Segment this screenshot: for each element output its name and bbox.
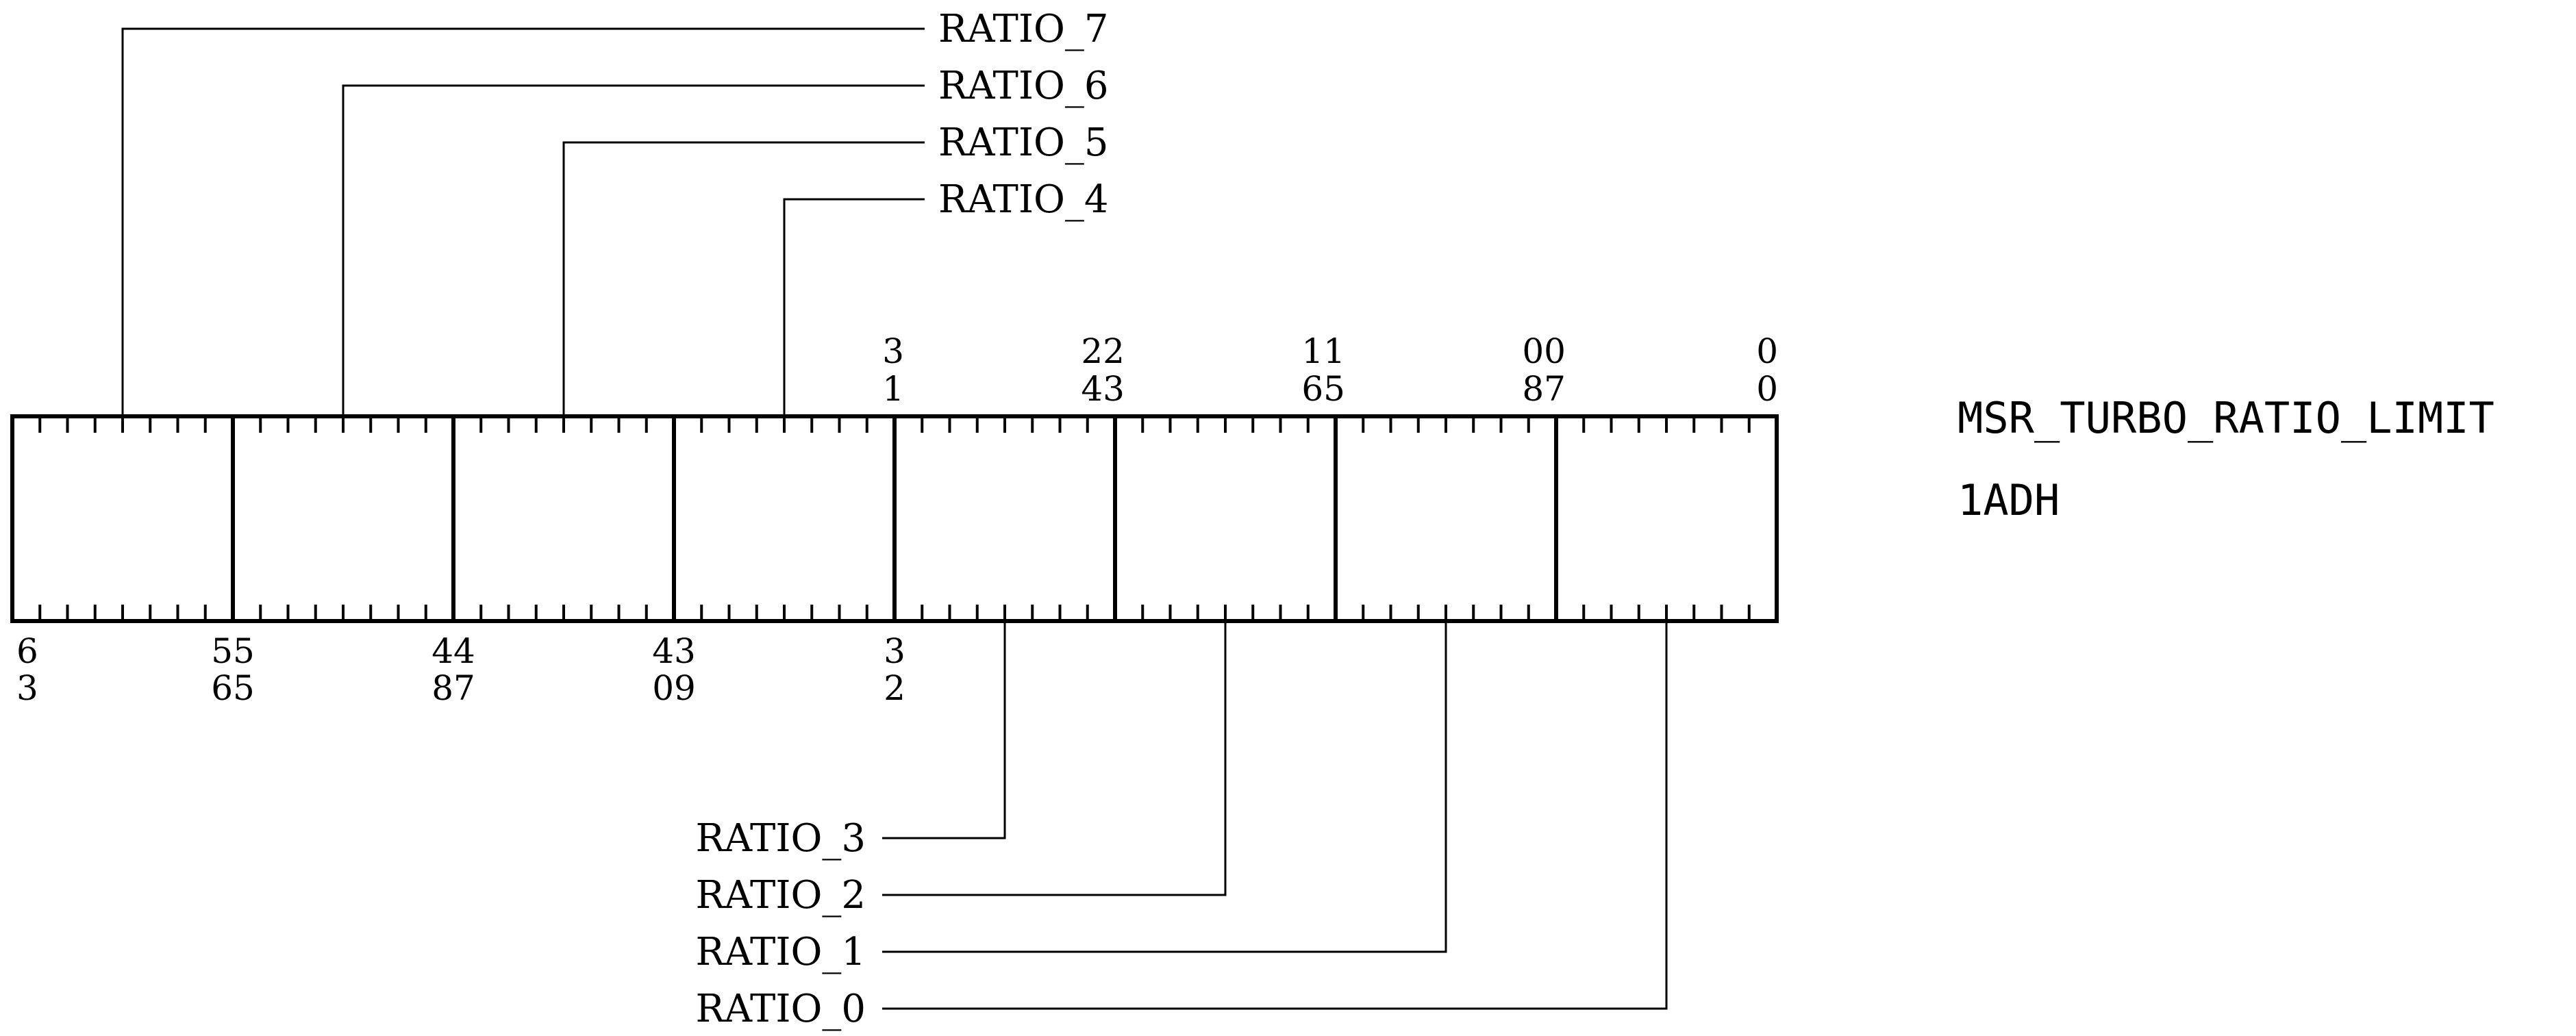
bottom-bit-number: 43 [652,631,696,671]
field-label-ratio-0: RATIO_0 [695,987,866,1031]
bottom-bit-number: 44 [432,631,475,671]
top-bit-number: 43 [1081,369,1125,409]
bottom-bit-number: 3 [884,631,905,671]
leader-ratio-5 [562,141,925,416]
bottom-bit-number: 55 [211,631,255,671]
field-label-ratio-4: RATIO_4 [938,177,1109,222]
top-bit-number: 22 [1081,331,1125,371]
field-label-ratio-1: RATIO_1 [695,930,866,974]
leader-ratio-4 [783,198,925,416]
field-label-ratio-2: RATIO_2 [695,873,866,918]
top-bit-number: 65 [1301,369,1345,409]
top-bit-number: 1 [882,369,904,409]
bottom-bit-number: 3 [16,668,38,708]
register-address: 1ADH [1958,475,2060,525]
leader-ratio-7 [121,27,925,416]
field-labels: RATIO_7 RATIO_6 RATIO_5 RATIO_4 RATIO_3 RATIO… [695,7,1108,1031]
top-bit-number: 87 [1522,369,1566,409]
top-bit-number: 0 [1756,369,1778,409]
bottom-bit-number: 65 [211,668,255,708]
top-bit-number: 11 [1301,331,1345,371]
top-bit-number: 3 [882,331,904,371]
field-leaders [121,27,1668,1010]
field-label-ratio-5: RATIO_5 [938,121,1109,165]
top-bit-number: 00 [1522,331,1566,371]
bottom-bit-number: 87 [432,668,475,708]
leader-ratio-2 [882,621,1227,896]
top-bit-number: 0 [1756,331,1778,371]
leader-ratio-1 [882,621,1447,953]
leader-ratio-0 [882,621,1668,1010]
leader-ratio-6 [342,84,925,416]
bottom-bit-number: 2 [884,668,905,708]
field-label-ratio-6: RATIO_6 [938,64,1109,108]
register-box [10,414,1779,623]
leader-ratio-3 [882,621,1006,839]
field-label-ratio-7: RATIO_7 [938,7,1109,51]
bottom-bit-number: 6 [16,631,38,671]
register-name: MSR_TURBO_RATIO_LIMIT [1958,393,2494,443]
bottom-bit-number: 09 [652,668,696,708]
bit-ticks [38,416,1751,621]
field-label-ratio-3: RATIO_3 [695,816,866,861]
